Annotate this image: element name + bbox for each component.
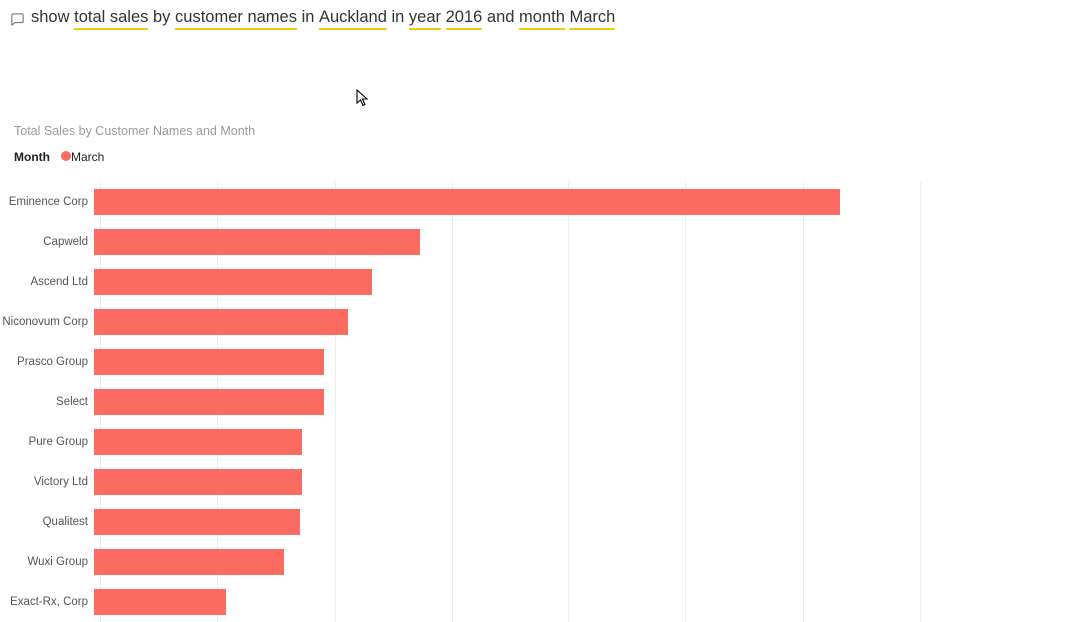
chart-area: Eminence Corp Capweld Ascend Ltd Niconovum …: [0, 182, 1065, 622]
bar[interactable]: [94, 309, 348, 335]
bar-track: [94, 309, 1065, 335]
bar-label: Qualitest: [0, 516, 94, 528]
bar-track: [94, 509, 1065, 535]
nlq-term: 2016: [446, 8, 483, 30]
legend-dot: [61, 151, 71, 161]
nlq-word: show: [31, 8, 74, 27]
bar[interactable]: [94, 349, 324, 375]
bar-label: Victory Ltd: [0, 476, 94, 488]
bar[interactable]: [94, 469, 302, 495]
nlq-term: Auckland: [319, 8, 387, 30]
bar-row: Prasco Group: [0, 342, 1065, 382]
bar-track: [94, 229, 1065, 255]
bar-label: Select: [0, 396, 94, 408]
bar[interactable]: [94, 589, 226, 615]
bar-track: [94, 389, 1065, 415]
chart-bars: Eminence Corp Capweld Ascend Ltd Niconovum …: [0, 182, 1065, 622]
nlq-term: year: [409, 8, 441, 30]
nlq-term: total sales: [74, 8, 148, 30]
bar-row: Niconovum Corp: [0, 302, 1065, 342]
nlq-word: in: [297, 8, 319, 27]
bar[interactable]: [94, 269, 372, 295]
chat-icon: [10, 12, 25, 27]
bar[interactable]: [94, 509, 300, 535]
bar-label: Wuxi Group: [0, 556, 94, 568]
nlq-text[interactable]: show total sales by customer names in Au…: [31, 8, 615, 30]
bar-row: Ascend Ltd: [0, 262, 1065, 302]
bar-label: Pure Group: [0, 436, 94, 448]
bar-track: [94, 269, 1065, 295]
chart-legend: Month March: [14, 150, 1065, 164]
legend-label: March: [71, 150, 104, 164]
bar-row: Capweld: [0, 222, 1065, 262]
bar-label: Prasco Group: [0, 356, 94, 368]
bar-label: Niconovum Corp: [0, 316, 94, 328]
bar-track: [94, 589, 1065, 615]
bar-label: Exact-Rx, Corp: [0, 596, 94, 608]
bar-track: [94, 429, 1065, 455]
nlq-word: in: [387, 8, 409, 27]
bar-track: [94, 469, 1065, 495]
bar[interactable]: [94, 389, 324, 415]
bar-label: Ascend Ltd: [0, 276, 94, 288]
bar-row: Eminence Corp: [0, 182, 1065, 222]
bar-row: Qualitest: [0, 502, 1065, 542]
nlq-term: March: [569, 8, 615, 30]
bar[interactable]: [94, 229, 420, 255]
bar-row: Select: [0, 382, 1065, 422]
bar-track: [94, 349, 1065, 375]
bar[interactable]: [94, 549, 284, 575]
cursor-icon: [356, 89, 370, 112]
bar-row: Pure Group: [0, 422, 1065, 462]
bar[interactable]: [94, 429, 302, 455]
nlq-term: month: [519, 8, 565, 30]
nlq-bar[interactable]: show total sales by customer names in Au…: [0, 0, 1065, 38]
legend-title: Month: [14, 150, 50, 164]
chart-title: Total Sales by Customer Names and Month: [14, 124, 1065, 138]
bar-track: [94, 549, 1065, 575]
nlq-word: by: [148, 8, 175, 27]
nlq-term: customer names: [175, 8, 297, 30]
bar-track: [94, 189, 1065, 215]
bar-row: Victory Ltd: [0, 462, 1065, 502]
bar[interactable]: [94, 189, 840, 215]
bar-row: Wuxi Group: [0, 542, 1065, 582]
nlq-word: and: [482, 8, 519, 27]
bar-label: Capweld: [0, 236, 94, 248]
bar-row: Exact-Rx, Corp: [0, 582, 1065, 622]
bar-label: Eminence Corp: [0, 196, 94, 208]
